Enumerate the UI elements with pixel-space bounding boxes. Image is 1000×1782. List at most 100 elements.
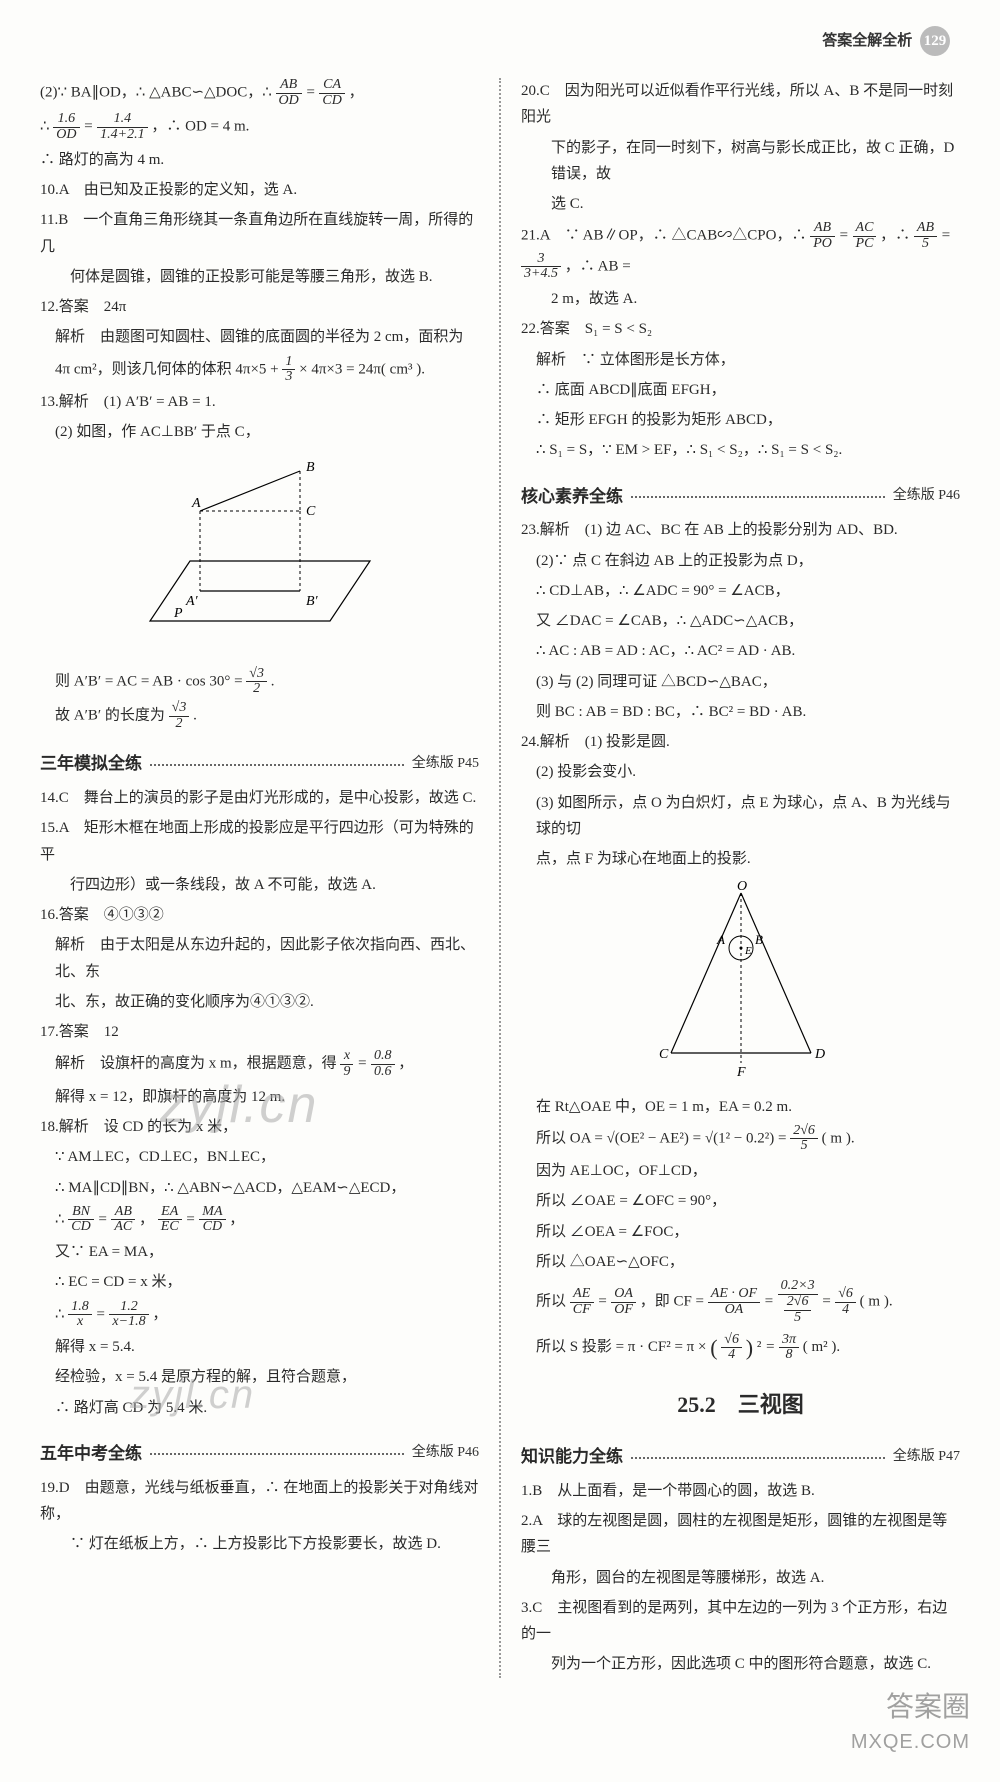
fig2-A: A: [716, 932, 725, 947]
dots-icon: [150, 1452, 404, 1455]
sol-9-line4: ∴ 路灯的高为 4 m.: [40, 147, 479, 173]
sol-9-line2: (2)∵ BA∥OD，∴ △ABC∽△DOC，∴ ABOD = CACD ，: [40, 78, 479, 108]
ans-17a: 17.答案 12: [40, 1019, 479, 1045]
fig-B: B: [306, 460, 315, 475]
ans-18i: 经检验，x = 5.4 是原方程的解，且符合题意，: [40, 1364, 479, 1390]
ans-16b: 解析 由于太阳是从东边升起的，因此影子依次指向西、西北、北、东: [40, 932, 479, 985]
ans-24h: 所以 ∠OAE = ∠OFC = 90°，: [521, 1188, 960, 1214]
figure-cone-svg: O A B E C D F: [631, 878, 851, 1078]
ans-24j: 所以 △OAE∽△OFC，: [521, 1249, 960, 1275]
fig2-D: D: [814, 1047, 825, 1062]
ans-12a: 12.答案 24π: [40, 294, 479, 320]
ans-22c: ∴ 底面 ABCD∥底面 EFGH，: [521, 377, 960, 403]
section-zhongkao: 五年中考全练 全练版 P46: [40, 1439, 479, 1469]
q3b: 列为一个正方形，因此选项 C 中的图形符合题意，故选 C.: [521, 1651, 960, 1677]
columns: (2)∵ BA∥OD，∴ △ABC∽△DOC，∴ ABOD = CACD ， ∴…: [40, 74, 960, 1682]
ans-24f: 所以 OA = √(OE² − AE²) = √(1² − 0.2²) = 2√…: [521, 1124, 960, 1154]
ans-23d: 又 ∠DAC = ∠CAB，∴ △ADC∽△ACB，: [521, 608, 960, 634]
ans-18b: ∵ AM⊥EC，CD⊥EC，BN⊥EC，: [40, 1144, 479, 1170]
ans-22a: 22.答案 S₁ = S < S₂: [521, 316, 960, 342]
dots-icon: [631, 495, 885, 498]
ans-22d: ∴ 矩形 EFGH 的投影为矩形 ABCD，: [521, 407, 960, 433]
ans-22b: 解析 ∵ 立体图形是长方体，: [521, 347, 960, 373]
ans-13b: (2) 如图，作 AC⊥BB′ 于点 C，: [40, 419, 479, 445]
ans-18d: ∴ BNCD = ABAC ， EAEC = MACD ，: [40, 1205, 479, 1235]
ans-21b: 2 m，故选 A.: [521, 286, 960, 312]
figure-projection: A B C A′ B′ P: [40, 451, 479, 660]
fig2-B: B: [755, 932, 763, 947]
ans-17b: 解析 设旗杆的高度为 x m，根据题意，得 x9 = 0.80.6 ，: [40, 1049, 479, 1079]
q3a: 3.C 主视图看到的是两列，其中左边的一列为 3 个正方形，右边的一: [521, 1595, 960, 1648]
section-zhishi-title: 知识能力全练: [521, 1442, 623, 1472]
section-zhishi: 知识能力全练 全练版 P47: [521, 1442, 960, 1472]
ans-18h: 解得 x = 5.4.: [40, 1334, 479, 1360]
ans-24g: 因为 AE⊥OC，OF⊥CD，: [521, 1158, 960, 1184]
fig-A: A: [191, 496, 201, 511]
ans-19b: ∵ 灯在纸板上方，∴ 上方投影比下方投影要长，故选 D.: [40, 1531, 479, 1557]
ans-23c: ∴ CD⊥AB，∴ ∠ADC = 90° = ∠ACB，: [521, 578, 960, 604]
ans-24b: (2) 投影会变小.: [521, 759, 960, 785]
chapter-title: 25.2 三视图: [521, 1386, 960, 1425]
ans-18a: 18.解析 设 CD 的长为 x 米，: [40, 1114, 479, 1140]
ans-22e: ∴ S₁ = S，∵ EM > EF，∴ S₁ < S₂，∴ S₁ = S < …: [521, 437, 960, 463]
ans-19a: 19.D 由题意，光线与纸板垂直，∴ 在地面上的投影关于对角线对称，: [40, 1475, 479, 1528]
fig-C: C: [306, 504, 316, 519]
section-moni-ref: 全练版 P45: [412, 752, 479, 777]
q2b: 角形，圆台的左视图是等腰梯形，故选 A.: [521, 1565, 960, 1591]
dots-icon: [631, 1456, 885, 1459]
figure-cone: O A B E C D F: [521, 878, 960, 1087]
ans-23a: 23.解析 (1) 边 AC、BC 在 AB 上的投影分别为 AD、BD.: [521, 517, 960, 543]
page-number: 129: [920, 26, 950, 56]
q2a: 2.A 球的左视图是圆，圆柱的左视图是矩形，圆锥的左视图是等腰三: [521, 1508, 960, 1561]
header-label: 答案全解全析: [822, 33, 912, 49]
q1: 1.B 从上面看，是一个带圆心的圆，故选 B.: [521, 1478, 960, 1504]
ans-23f: (3) 与 (2) 同理可证 △BCD∽△BAC，: [521, 669, 960, 695]
page: 答案全解全析 129 (2)∵ BA∥OD，∴ △ABC∽△DOC，∴ ABOD…: [0, 0, 1000, 1782]
right-column: 20.C 因为阳光可以近似看作平行光线，所以 A、B 不是同一时刻阳光 下的影子…: [521, 74, 960, 1682]
ans-24e: 在 Rt△OAE 中，OE = 1 m，EA = 0.2 m.: [521, 1094, 960, 1120]
ans-20a: 20.C 因为阳光可以近似看作平行光线，所以 A、B 不是同一时刻阳光: [521, 78, 960, 131]
ans-15a: 15.A 矩形木框在地面上形成的投影应是平行四边形（可为特殊的平: [40, 815, 479, 868]
sol-9-line3: ∴ 1.6OD = 1.41.4+2.1 ，∴ OD = 4 m.: [40, 112, 479, 142]
ans-13c: 则 A′B′ = AC = AB · cos 30° = √32 .: [40, 667, 479, 697]
ans-17c: 解得 x = 12，即旗杆的高度为 12 m.: [40, 1084, 479, 1110]
ans-20b: 下的影子，在同一时刻下，树高与影长成正比，故 C 正确，D 错误，故: [521, 135, 960, 188]
ans-23e: ∴ AC : AB = AD : AC，∴ AC² = AD · AB.: [521, 638, 960, 664]
ans-24c: (3) 如图所示，点 O 为白炽灯，点 E 为球心，点 A、B 为光线与球的切: [521, 790, 960, 843]
ans-18g: ∴ 1.8x = 1.2x−1.8 ，: [40, 1300, 479, 1330]
fig2-C: C: [659, 1047, 669, 1062]
ans-14: 14.C 舞台上的演员的影子是由灯光形成的，是中心投影，故选 C.: [40, 785, 479, 811]
ans-20c: 选 C.: [521, 191, 960, 217]
fig2-O: O: [737, 879, 747, 894]
ans-13a: 13.解析 (1) A′B′ = AB = 1.: [40, 389, 479, 415]
section-zhongkao-title: 五年中考全练: [40, 1439, 142, 1469]
section-moni: 三年模拟全练 全练版 P45: [40, 749, 479, 779]
section-moni-title: 三年模拟全练: [40, 749, 142, 779]
ans-24l: 所以 S 投影 = π · CF² = π × ( √64 ) ² = 3π8 …: [521, 1329, 960, 1368]
section-zhongkao-ref: 全练版 P46: [412, 1441, 479, 1466]
ans-13d: 故 A′B′ 的长度为 √32 .: [40, 701, 479, 731]
fig-Bp: B′: [306, 594, 319, 609]
ans-24d: 点，点 F 为球心在地面上的投影.: [521, 846, 960, 872]
ans-21a: 21.A ∵ AB∥OP，∴ △CAB∽△CPO，∴ ABPO = ACPC ，…: [521, 221, 960, 282]
ans-12c: 4π cm²，则该几何体的体积 4π×5 + 13 × 4π×3 = 24π( …: [40, 355, 479, 385]
ans-16a: 16.答案 ④①③②: [40, 902, 479, 928]
column-divider: [499, 78, 501, 1678]
ans-23g: 则 BC : AB = BD : BC，∴ BC² = BD · AB.: [521, 699, 960, 725]
ans-18j: ∴ 路灯高 CD 为 5.4 米.: [40, 1395, 479, 1421]
fig-P: P: [173, 606, 183, 621]
left-column: (2)∵ BA∥OD，∴ △ABC∽△DOC，∴ ABOD = CACD ， ∴…: [40, 74, 479, 1682]
ans-23b: (2)∵ 点 C 在斜边 AB 上的正投影为点 D，: [521, 548, 960, 574]
ans-18c: ∴ MA∥CD∥BN，∴ △ABN∽△ACD，△EAM∽△ECD，: [40, 1175, 479, 1201]
section-hexin-ref: 全练版 P46: [893, 484, 960, 509]
ans-18f: ∴ EC = CD = x 米，: [40, 1269, 479, 1295]
page-header: 答案全解全析 129: [40, 20, 960, 74]
ans-24k: 所以 AECF = OAOF ，即 CF = AE · OFOA = 0.2×3…: [521, 1279, 960, 1325]
ans-24i: 所以 ∠OEA = ∠FOC，: [521, 1219, 960, 1245]
section-hexin: 核心素养全练 全练版 P46: [521, 482, 960, 512]
figure-projection-svg: A B C A′ B′ P: [130, 451, 390, 651]
ans-18e: 又∵ EA = MA，: [40, 1239, 479, 1265]
ans-11a: 11.B 一个直角三角形绕其一条直角边所在直线旋转一周，所得的几: [40, 207, 479, 260]
fig2-E: E: [744, 945, 752, 957]
fig2-F: F: [736, 1065, 746, 1078]
